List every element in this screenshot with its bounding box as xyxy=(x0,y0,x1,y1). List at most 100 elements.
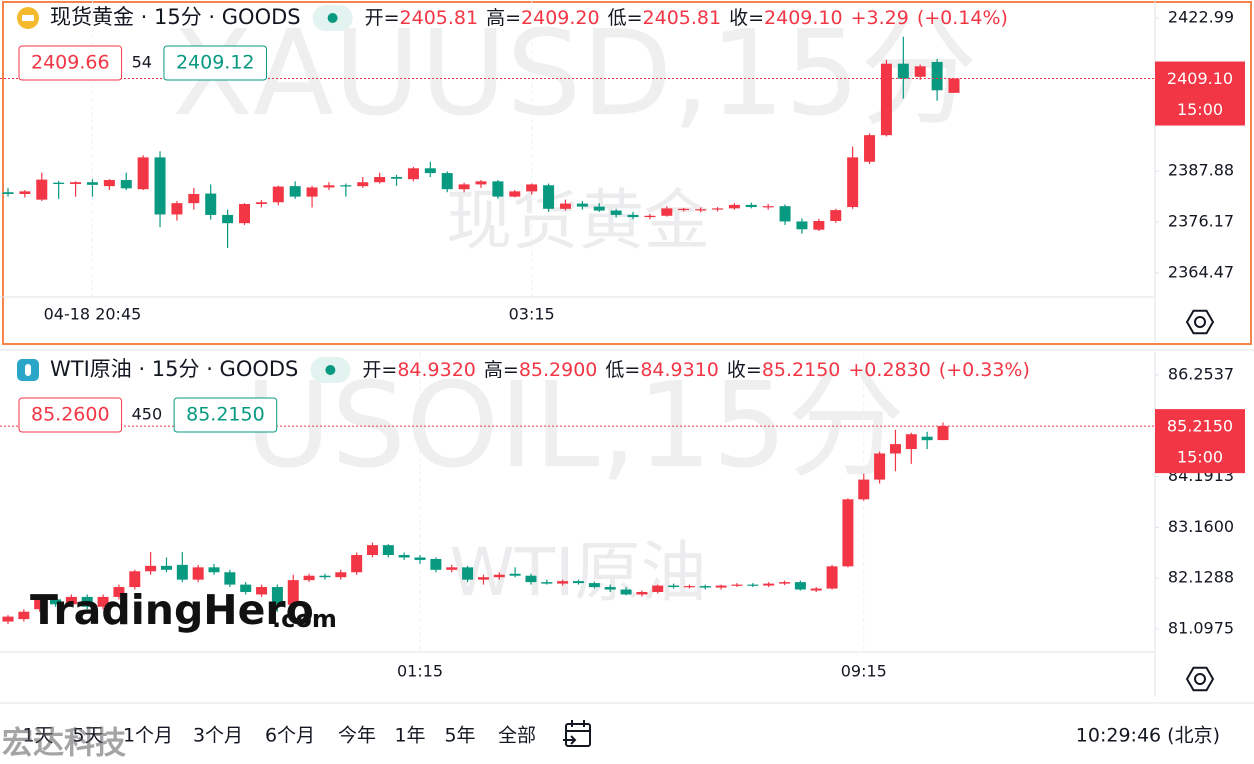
candle-body xyxy=(715,585,727,588)
candle-body xyxy=(588,583,600,588)
ohlc-legend: 开=2405.81 高=2409.20 低=2405.81 收=2409.10 +3.2… xyxy=(365,7,1008,29)
candle-body xyxy=(398,555,410,558)
candle-body xyxy=(905,434,917,450)
candle-body xyxy=(931,61,943,91)
ohlc-value: 2409.20 xyxy=(521,7,600,29)
candle-body xyxy=(34,599,46,610)
range-button[interactable]: 6个月 xyxy=(265,725,315,747)
candle-body xyxy=(937,426,949,441)
candle-body xyxy=(779,582,791,584)
candle-body xyxy=(271,587,283,605)
ohlc-label: 收= xyxy=(727,359,762,381)
symbol-icon-mark xyxy=(25,364,31,376)
sell-box[interactable] xyxy=(18,45,123,81)
candle-body xyxy=(224,572,236,585)
candle-body xyxy=(745,204,757,208)
candle-body xyxy=(604,587,616,590)
candle-body xyxy=(240,584,252,592)
candle-body xyxy=(763,583,775,586)
range-button[interactable]: 1个月 xyxy=(123,725,173,747)
candle-body xyxy=(287,580,299,605)
range-button[interactable]: 1天 xyxy=(22,725,53,747)
candle-body xyxy=(97,596,109,607)
candle-body xyxy=(897,63,909,79)
candle-body xyxy=(53,182,65,184)
ohlc-value: 2409.10 xyxy=(764,7,843,29)
buy-box[interactable] xyxy=(173,397,278,433)
candle-body xyxy=(475,181,487,185)
candle-body xyxy=(858,479,870,500)
candle-body xyxy=(543,185,555,209)
change-value: +3.29 xyxy=(851,7,909,29)
y-tick-label: 2364.47 xyxy=(1168,262,1234,281)
sell-box[interactable] xyxy=(18,397,123,433)
ohlc-label: 高= xyxy=(484,359,519,381)
name-watermark: WTI原油 xyxy=(449,534,706,611)
candle-body xyxy=(683,586,695,588)
range-button[interactable]: 1年 xyxy=(394,725,425,747)
symbol-title[interactable]: 现货黄金 · 15分 · GOODS xyxy=(50,5,301,29)
candle-body xyxy=(306,187,318,197)
candle-body xyxy=(699,586,711,588)
x-tick-label: 09:15 xyxy=(841,662,887,681)
candle-body xyxy=(509,191,521,197)
candle-body xyxy=(357,182,369,187)
candle-body xyxy=(627,214,639,218)
range-button[interactable]: 5年 xyxy=(444,725,475,747)
candle-body xyxy=(86,182,98,185)
symbol-icon-mark xyxy=(22,15,34,21)
market-status-dot xyxy=(325,365,336,375)
candle-body xyxy=(272,186,284,203)
candle-body xyxy=(889,444,901,454)
candle-body xyxy=(652,585,664,592)
range-button[interactable]: 5天 xyxy=(72,725,103,747)
range-button[interactable]: 全部 xyxy=(498,725,536,747)
settings-icon-center[interactable] xyxy=(1194,673,1206,685)
candle-body xyxy=(948,78,960,93)
settings-icon-center[interactable] xyxy=(1194,316,1206,328)
buy-box[interactable] xyxy=(163,45,268,81)
clock: 10:29:46 (北京) xyxy=(1076,725,1220,747)
change-value: +0.2830 xyxy=(848,359,930,381)
x-tick-label: 01:15 xyxy=(397,662,443,681)
last-price-label: 2409.10 xyxy=(1167,69,1233,88)
candle-body xyxy=(335,572,347,578)
range-button[interactable]: 今年 xyxy=(338,725,376,747)
candle-body xyxy=(864,135,876,162)
ohlc-label: 开= xyxy=(365,7,400,29)
candle-body xyxy=(319,575,331,578)
settings-icon[interactable] xyxy=(1185,309,1215,335)
candle-body xyxy=(407,168,419,180)
candle-body xyxy=(176,564,188,580)
candle-body xyxy=(382,545,394,556)
candle-body xyxy=(728,204,740,209)
settings-icon[interactable] xyxy=(1185,666,1215,692)
buy-price[interactable]: 2409.12 xyxy=(176,52,255,74)
candle-body xyxy=(813,221,825,230)
range-button[interactable]: 3个月 xyxy=(193,725,243,747)
y-tick-label: 82.1288 xyxy=(1168,568,1234,587)
candle-body xyxy=(668,585,680,588)
corner-watermark: 宏达科技 xyxy=(2,726,126,762)
candle-body xyxy=(610,210,622,215)
sell-price[interactable]: 85.2600 xyxy=(31,404,110,426)
candle-body xyxy=(559,203,571,209)
buy-price[interactable]: 85.2150 xyxy=(186,404,265,426)
candle-body xyxy=(874,453,886,480)
symbol-watermark: XAUUSD,15分 xyxy=(172,4,978,142)
candle-body xyxy=(441,173,453,190)
calendar-icon[interactable] xyxy=(563,720,591,747)
symbol-title[interactable]: WTI原油 · 15分 · GOODS xyxy=(50,357,298,381)
sell-price[interactable]: 2409.66 xyxy=(31,52,110,74)
candle-body xyxy=(424,168,436,174)
candle-body xyxy=(446,567,458,570)
candle-body xyxy=(695,209,707,211)
bar-countdown: 15:00 xyxy=(1177,100,1223,119)
candle-body xyxy=(2,616,14,622)
candle-body xyxy=(762,206,774,208)
candle-body xyxy=(810,588,822,591)
candle-body xyxy=(391,176,403,179)
candle-body xyxy=(50,599,62,605)
